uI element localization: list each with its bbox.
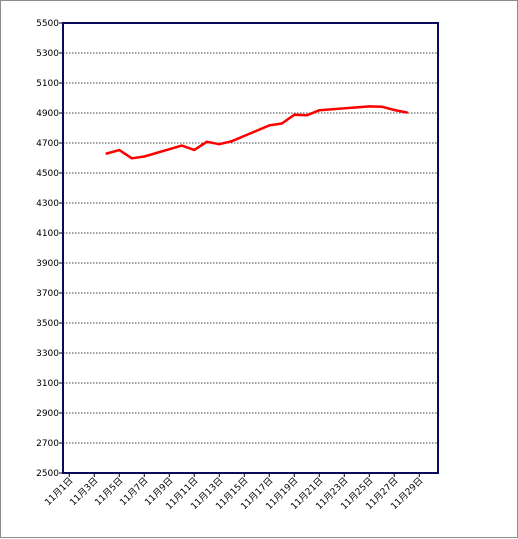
y-tick-label: 4100 [36, 229, 59, 239]
y-tick-label: 2500 [36, 469, 59, 479]
y-tick-label: 4900 [36, 109, 59, 119]
data-point [180, 144, 183, 147]
data-point [205, 140, 208, 143]
plot-area [63, 23, 438, 473]
data-point [293, 113, 296, 117]
data-point [280, 122, 283, 125]
y-tick-label: 3500 [36, 319, 59, 329]
data-point [118, 148, 121, 152]
y-tick-label: 5500 [36, 19, 59, 29]
data-point [218, 143, 221, 146]
data-point [393, 108, 396, 112]
gridlines [63, 52, 438, 444]
data-point [105, 152, 108, 155]
y-tick-label: 5100 [36, 79, 59, 89]
data-point [318, 109, 321, 112]
y-tick-label: 4700 [36, 139, 59, 149]
y-tick-label: 3700 [36, 289, 59, 299]
data-point [305, 114, 308, 117]
y-tick-label: 2900 [36, 409, 59, 419]
y-tick-label: 4500 [36, 169, 59, 179]
y-tick-label: 4300 [36, 199, 59, 209]
y-axis-tick-labels: 2500 2700 2900 3100 3300 3500 3700 3900 4100 4300… [36, 19, 63, 479]
y-tick-label: 5300 [36, 49, 59, 59]
y-tick-label: 3300 [36, 349, 59, 359]
data-point [143, 155, 146, 158]
y-tick-label: 3100 [36, 379, 59, 389]
plot-border [62, 22, 439, 474]
data-point [230, 140, 233, 143]
y-tick-label: 3900 [36, 259, 59, 269]
series-group [105, 105, 409, 160]
data-point [405, 111, 408, 114]
data-point [193, 148, 196, 152]
y-tick-label: 2700 [36, 439, 59, 449]
data-point [368, 105, 371, 108]
x-axis-tick-labels: 11月1日11月3日11月5日11月7日11月9日11月11日11月13日11月… [43, 473, 425, 512]
data-point [130, 157, 133, 160]
data-point [355, 106, 358, 109]
data-point [380, 105, 383, 108]
data-point [268, 124, 271, 127]
